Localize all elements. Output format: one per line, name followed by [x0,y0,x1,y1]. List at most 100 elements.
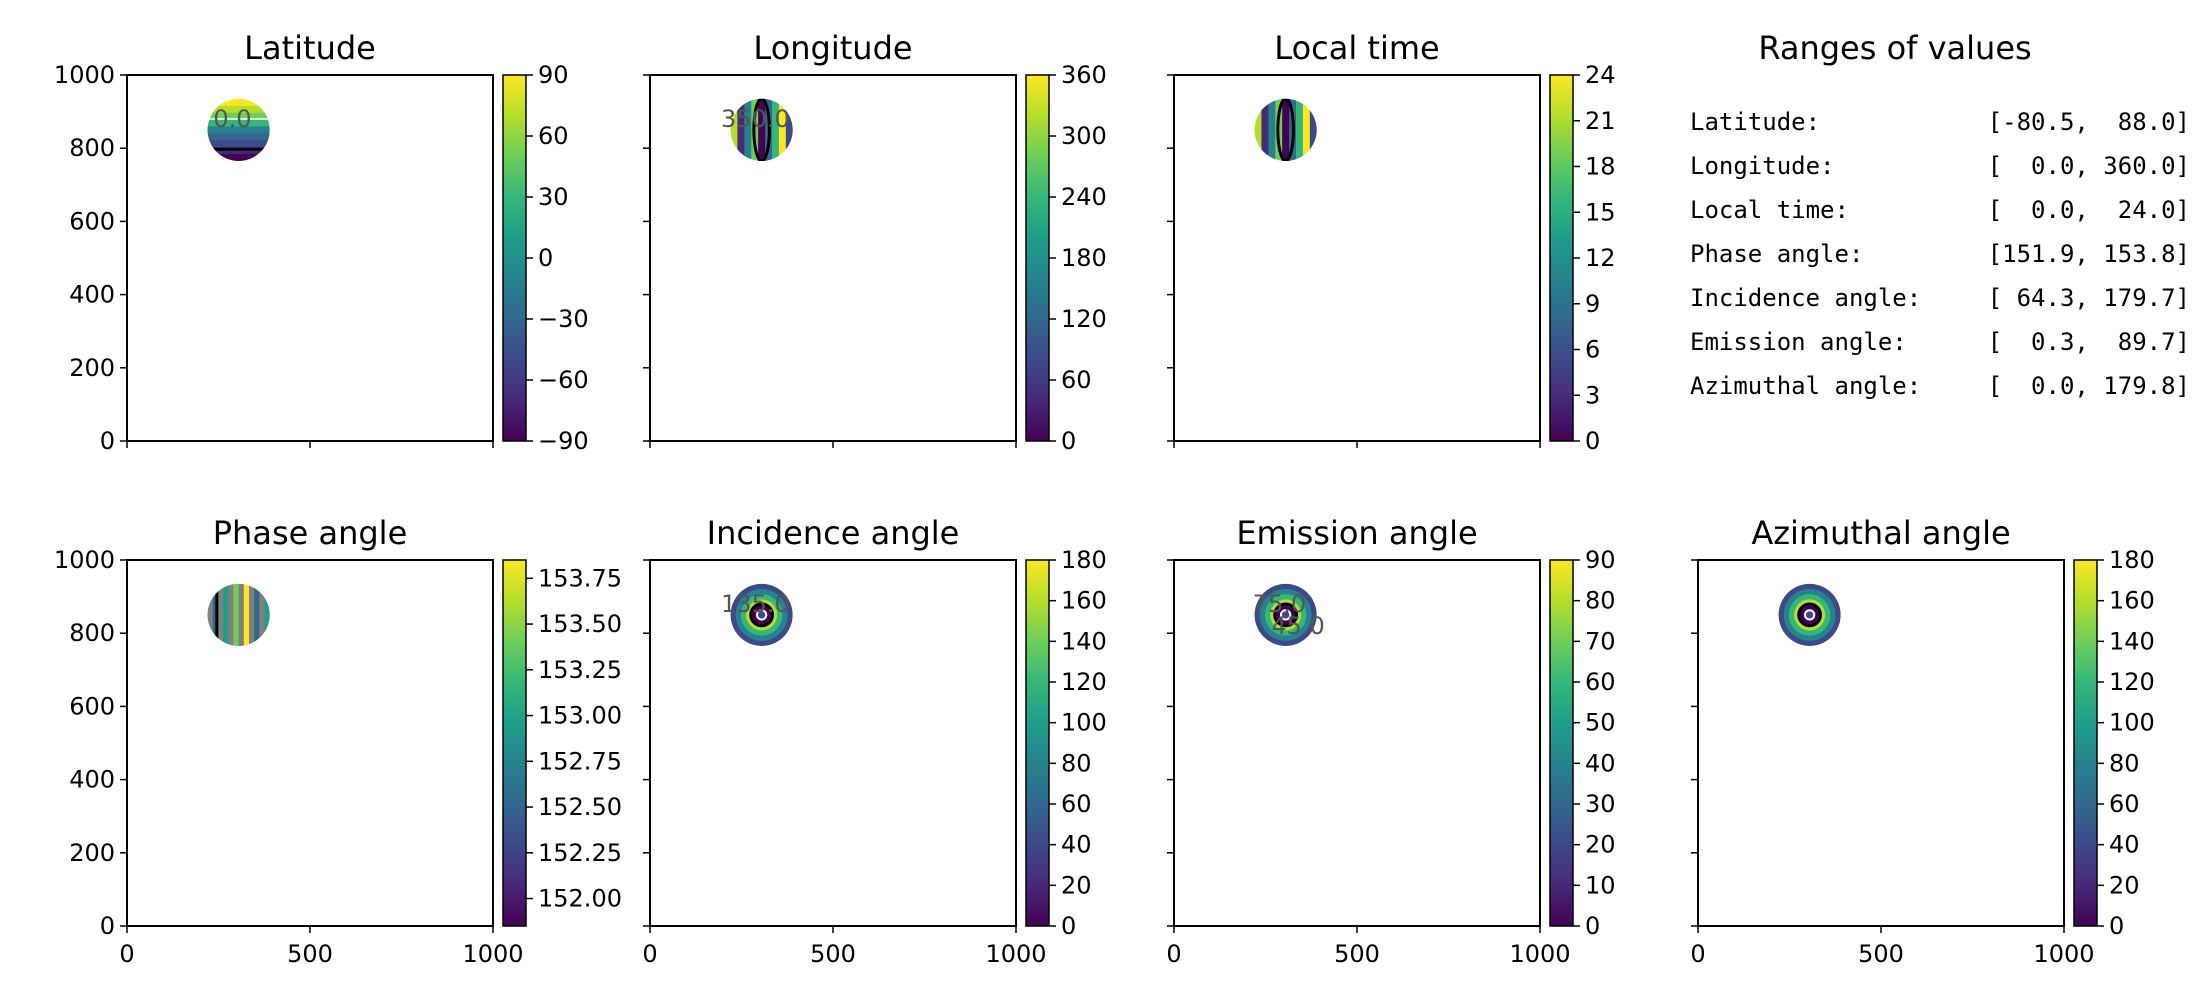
ranges-panel: Latitude: [-80.5, 88.0] Longitude: [ 0.0… [1690,100,2190,408]
disk-band [1280,609,1291,621]
contour-line [755,609,768,621]
colorbar-tick-label: −30 [538,305,589,333]
colorbar-tick-label: 152.50 [538,793,622,821]
colorbar-tick-label: 30 [1585,790,1616,818]
colorbar-tick-label: 0 [1585,427,1600,455]
colorbar-tick-label: 140 [1061,627,1107,655]
colorbar-tick-label: 20 [1061,871,1092,899]
disk-band [744,98,752,162]
colorbar-tick-label: 180 [1061,244,1107,272]
y-tick-label: 600 [69,692,115,720]
disk-band [785,98,793,162]
range-label: Incidence angle: [1690,284,1922,312]
colorbar-tick-label: 0 [1585,912,1600,940]
colorbar-tick-label: 140 [2109,627,2155,655]
range-label: Azimuthal angle: [1690,372,1922,400]
panel-title: Local time [1274,29,1439,67]
colorbar-tick-label: 9 [1585,290,1600,318]
colorbar-tick-label: 90 [538,61,569,89]
colorbar-tick-label: 120 [2109,668,2155,696]
disk-band [730,98,738,162]
disk-band [207,98,270,107]
y-tick-label: 800 [69,619,115,647]
contour-line [1803,609,1816,621]
disk-band [233,583,240,647]
ranges-title: Ranges of values [1758,29,2031,67]
y-tick-label: 1000 [54,61,115,89]
axes-frame [126,74,494,442]
colorbar-tick-label: 60 [1061,366,1092,394]
range-value: [ 0.3, 89.7] [1987,328,2190,356]
contour-line [752,98,771,162]
colorbar-tick-label: 21 [1585,107,1616,135]
colorbar-tick-label: 40 [1061,831,1092,859]
contour-label: 135.0 [721,590,790,618]
disk-band [223,583,229,647]
colorbar-tick-label: 70 [1585,627,1616,655]
disk-band [207,105,270,114]
range-label: Local time: [1690,196,1849,224]
disk-image [1778,583,1841,647]
colorbar [502,559,527,927]
disk-band [758,98,766,162]
colorbar-tick-label: 40 [1585,749,1616,777]
range-row-local-time: Local time: [ 0.0, 24.0] [1690,188,2190,232]
colorbar-tick-label: 300 [1061,122,1107,150]
disk-band [249,583,255,647]
colorbar-tick-label: 240 [1061,183,1107,211]
y-tick-label: 0 [100,912,115,940]
y-tick-label: 400 [69,766,115,794]
x-tick-label: 500 [287,940,333,968]
panel-title: Incidence angle [707,514,960,552]
disk-image [207,98,270,162]
y-tick-label: 600 [69,207,115,235]
axes-frame [126,559,494,927]
disk-band [778,98,787,162]
contour-label: 45.0 [1271,612,1324,640]
disk-band [207,112,270,121]
range-row-phase-angle: Phase angle: [151.9, 153.8] [1690,232,2190,276]
range-row-latitude: Latitude: [-80.5, 88.0] [1690,100,2190,144]
colorbar-tick-label: 60 [538,122,569,150]
y-tick-label: 800 [69,134,115,162]
disk-band [207,147,270,155]
panel-title: Phase angle [213,514,408,552]
colorbar-tick-label: 120 [1061,305,1107,333]
range-label: Latitude: [1690,108,1821,136]
colorbar-tick-label: 24 [1585,61,1616,89]
disk-band [207,140,270,148]
colorbar-tick-label: 153.50 [538,610,622,638]
x-tick-label: 0 [1166,940,1181,968]
colorbar-tick-label: 152.00 [538,885,622,913]
contour-label: 75.0 [1253,590,1306,618]
colorbar [1549,559,1574,927]
contour-line [749,602,775,628]
contour-line [1273,602,1299,628]
x-tick-label: 1000 [462,940,523,968]
range-label: Emission angle: [1690,328,1907,356]
disk-band [737,98,745,162]
x-tick-label: 1000 [985,940,1046,968]
y-tick-label: 200 [69,839,115,867]
x-tick-label: 0 [642,940,657,968]
contour-label: 350.0 [721,105,790,133]
disk-band [756,609,767,621]
axes-frame [1173,74,1541,442]
disk-image [207,583,270,647]
colorbar-tick-label: 0 [2109,912,2124,940]
x-tick-label: 0 [1690,940,1705,968]
disk-band [259,583,266,647]
colorbar [1025,74,1050,442]
panel-latitude: Latitude 0.0 0 200 400 600 800 1000 90 60 30 0 −30 −6… [54,29,589,455]
colorbar-tick-label: 180 [1061,546,1107,574]
disk-band [228,583,234,647]
panel-title: Emission angle [1236,514,1477,552]
colorbar-tick-label: 50 [1585,709,1616,737]
colorbar-tick-label: 152.25 [538,839,622,867]
x-tick-label: 1000 [2033,940,2094,968]
panel-phase-angle: Phase angle 0 500 1000 0 200 400 600 800 1000 153.… [54,514,622,968]
disk-band [243,583,250,647]
